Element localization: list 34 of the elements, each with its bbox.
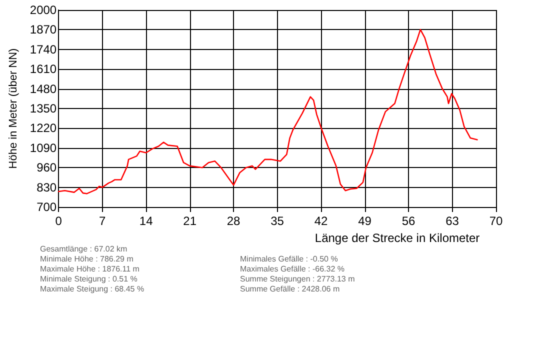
y-tick-label: 1090: [30, 140, 57, 155]
text: Minimales Gefälle : -0.50 %: [240, 254, 338, 264]
text: Maximale Höhe : 1876.11 m: [40, 264, 140, 274]
x-tick-label: 28: [226, 214, 241, 228]
x-tick-label: 7: [98, 214, 106, 228]
x-tick-label: 21: [183, 214, 197, 228]
x-tick-label: 56: [402, 214, 416, 228]
x-tick-label: 14: [139, 214, 154, 228]
y-tick-label: 2000: [30, 3, 57, 17]
text: Minimale Steigung : 0.51 %: [40, 274, 138, 284]
line-series: [58, 28, 478, 194]
x-tick-label: 35: [270, 214, 284, 228]
y-tick-label: 1350: [30, 102, 57, 116]
x-tick-label: 49: [358, 214, 372, 228]
text: Gesamtlänge : 67.02 km: [40, 244, 128, 254]
y-tick-label: 700: [36, 200, 57, 214]
x-tick-label: 63: [446, 214, 460, 228]
y-tick-label: 960: [36, 160, 57, 175]
y-tick-label: 1740: [30, 42, 57, 56]
y-tick-label: 830: [36, 180, 57, 194]
x-tick-label: 0: [55, 214, 62, 228]
y-tick-label: 1870: [30, 22, 57, 37]
text: Maximales Gefälle : -66.32 %: [240, 264, 344, 274]
x-tick-label: 70: [489, 214, 503, 228]
y-axis-title: Höhe in Meter (über NN): [8, 48, 20, 169]
y-tick-label: 1610: [30, 62, 57, 76]
text: Minimale Höhe : 786.29 m: [40, 254, 134, 264]
text: Summe Gefälle : 2428.06 m: [240, 284, 340, 294]
x-tick-label: 42: [314, 214, 328, 228]
y-tick-label: 1220: [30, 121, 57, 136]
y-tick-label: 1480: [30, 82, 57, 96]
text: Maximale Steigung : 68.45 %: [40, 284, 144, 294]
x-axis-title: Länge der Strecke in Kilometer: [314, 230, 480, 245]
text: Summe Steigungen : 2773.13 m: [240, 274, 356, 284]
